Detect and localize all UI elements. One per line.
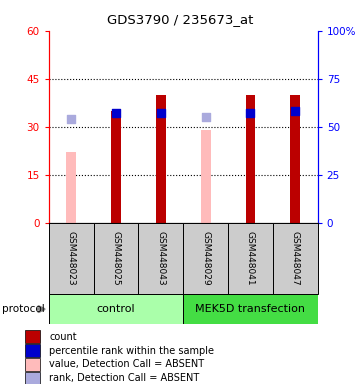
Bar (183, 223, 228, 294)
Point (203, 114, 209, 120)
Bar (201, 130, 210, 223)
Text: control: control (97, 304, 135, 314)
Bar (66, 152, 76, 223)
Text: GSM448023: GSM448023 (67, 231, 76, 286)
Text: GSM448025: GSM448025 (112, 231, 121, 286)
Text: count: count (49, 332, 77, 342)
Bar (49, 294, 183, 324)
Text: value, Detection Call = ABSENT: value, Detection Call = ABSENT (49, 359, 204, 369)
Text: GSM448029: GSM448029 (201, 231, 210, 286)
Bar (138, 223, 183, 294)
Bar (111, 111, 121, 223)
Bar (228, 223, 273, 294)
Text: percentile rank within the sample: percentile rank within the sample (49, 346, 214, 356)
Bar (93, 223, 138, 294)
Text: GSM448047: GSM448047 (291, 231, 300, 286)
Bar (25, 330, 40, 343)
Point (158, 110, 164, 116)
Bar (273, 223, 318, 294)
Bar (156, 95, 166, 223)
Text: GSM448043: GSM448043 (156, 231, 165, 286)
Bar (183, 294, 318, 324)
Bar (49, 223, 93, 294)
Bar (25, 358, 40, 371)
Text: MEK5D transfection: MEK5D transfection (195, 304, 305, 314)
Text: protocol: protocol (2, 304, 44, 314)
Bar (245, 95, 255, 223)
Point (68, 116, 74, 122)
Text: rank, Detection Call = ABSENT: rank, Detection Call = ABSENT (49, 373, 199, 383)
Point (113, 110, 119, 116)
Text: GSM448041: GSM448041 (246, 231, 255, 286)
Text: GDS3790 / 235673_at: GDS3790 / 235673_at (107, 13, 254, 26)
Bar (290, 95, 300, 223)
Bar (25, 344, 40, 357)
Bar (25, 372, 40, 384)
Point (248, 110, 253, 116)
Point (292, 108, 298, 114)
